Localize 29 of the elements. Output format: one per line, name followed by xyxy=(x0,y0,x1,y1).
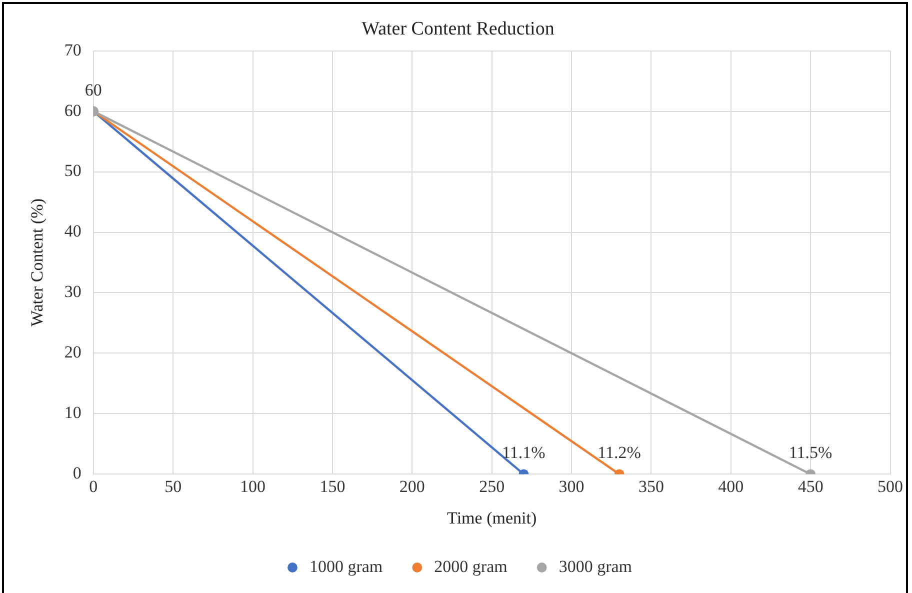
x-tick-label: 250 xyxy=(479,476,505,496)
x-tick-label: 500 xyxy=(878,476,903,496)
annotation: 11.5% xyxy=(788,443,832,462)
legend-label: 3000 gram xyxy=(558,556,632,576)
y-tick-label: 50 xyxy=(64,161,82,180)
x-tick-label: 0 xyxy=(89,476,98,496)
annotation: 11.2% xyxy=(598,443,641,462)
legend-label: 2000 gram xyxy=(434,556,508,576)
x-tick-label: 200 xyxy=(399,476,425,496)
y-tick-label: 60 xyxy=(64,100,82,120)
x-tick-label: 350 xyxy=(638,476,664,496)
y-tick-label: 40 xyxy=(64,222,82,241)
y-tick-label: 0 xyxy=(72,464,82,483)
x-axis-title: Time (menit) xyxy=(447,508,537,528)
x-tick-label: 400 xyxy=(718,476,744,496)
chart-title: Water Content Reduction xyxy=(362,18,555,40)
x-tick-label: 100 xyxy=(240,476,266,496)
y-tick-label: 20 xyxy=(64,342,82,362)
x-tick-label: 450 xyxy=(798,476,824,496)
x-tick-label: 150 xyxy=(320,476,346,496)
y-tick-label: 10 xyxy=(64,403,82,422)
annotation: 11.1% xyxy=(502,443,546,462)
x-tick-label: 50 xyxy=(164,476,182,496)
x-tick-label: 300 xyxy=(558,476,584,496)
legend-label: 1000 gram xyxy=(309,556,383,576)
y-tick-label: 70 xyxy=(64,40,82,60)
y-axis-title: Water Content (%) xyxy=(28,198,47,326)
y-tick-label: 30 xyxy=(64,282,82,302)
annotation: 60 xyxy=(84,80,102,100)
